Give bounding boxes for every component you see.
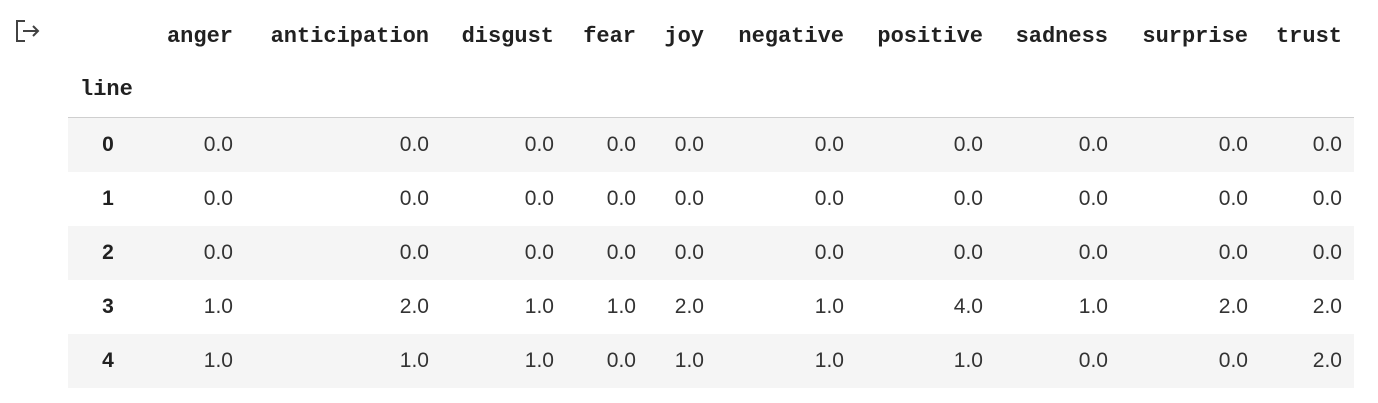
row-index: 0 (102, 133, 114, 156)
table-cell: 1.0 (524, 295, 554, 318)
column-header: anticipation (270, 23, 429, 49)
column-header: positive (877, 23, 983, 49)
table-cell: 0.0 (203, 187, 233, 210)
table-cell: 0.0 (203, 241, 233, 264)
column-header: joy (664, 23, 704, 49)
table-cell: 1.0 (203, 349, 233, 372)
table-cell: 0.0 (814, 133, 844, 156)
table-cell: 0.0 (953, 187, 983, 210)
table-cell: 0.0 (606, 241, 636, 264)
table-cell: 0.0 (399, 187, 429, 210)
table-cell: 4.0 (953, 295, 983, 318)
column-header: disgust (461, 23, 554, 49)
table-cell: 0.0 (1218, 187, 1248, 210)
table-cell: 1.0 (814, 295, 844, 318)
index-header-blank (68, 10, 148, 62)
table-cell: 2.0 (399, 295, 429, 318)
table-cell: 1.0 (953, 349, 983, 372)
table-cell: 1.0 (203, 295, 233, 318)
table-cell: 0.0 (1078, 349, 1108, 372)
table-cell: 2.0 (1218, 295, 1248, 318)
table-cell: 0.0 (1312, 133, 1342, 156)
column-header: fear (583, 23, 636, 49)
column-header: sadness (1015, 23, 1108, 49)
index-name-row: line (68, 62, 1354, 118)
table-cell: 0.0 (674, 241, 704, 264)
table-cell: 0.0 (399, 241, 429, 264)
table-cell: 0.0 (953, 133, 983, 156)
index-name: line (68, 62, 148, 118)
table-cell: 0.0 (953, 241, 983, 264)
table-cell: 0.0 (524, 241, 554, 264)
dataframe-table: anger anticipation disgust fear joy nega… (68, 10, 1354, 388)
column-header-row: anger anticipation disgust fear joy nega… (68, 10, 1354, 62)
table-cell: 0.0 (674, 133, 704, 156)
table-cell: 2.0 (674, 295, 704, 318)
column-header: surprise (1142, 23, 1248, 49)
table-cell: 1.0 (399, 349, 429, 372)
table-cell: 1.0 (606, 295, 636, 318)
table-cell: 0.0 (1078, 133, 1108, 156)
dataframe-output: anger anticipation disgust fear joy nega… (68, 10, 1354, 388)
table-cell: 0.0 (1078, 187, 1108, 210)
table-cell: 1.0 (674, 349, 704, 372)
table-cell: 0.0 (606, 133, 636, 156)
table-cell: 2.0 (1312, 295, 1342, 318)
output-arrow-icon[interactable] (14, 18, 42, 44)
table-cell: 1.0 (524, 349, 554, 372)
table-cell: 0.0 (399, 133, 429, 156)
row-index: 1 (102, 187, 114, 210)
table-cell: 0.0 (203, 133, 233, 156)
table-cell: 0.0 (1312, 187, 1342, 210)
column-header: anger (166, 23, 233, 49)
table-cell: 0.0 (524, 133, 554, 156)
table-cell: 0.0 (524, 187, 554, 210)
table-cell: 1.0 (814, 349, 844, 372)
table-cell: 0.0 (814, 187, 844, 210)
row-index: 3 (102, 295, 114, 318)
row-index: 2 (102, 241, 114, 264)
table-row: 0 0.0 0.0 0.0 0.0 0.0 0.0 0.0 0.0 0.0 0.0 (68, 117, 1354, 172)
table-row: 4 1.0 1.0 1.0 0.0 1.0 1.0 1.0 0.0 0.0 2.0 (68, 334, 1354, 388)
table-cell: 0.0 (674, 187, 704, 210)
table-cell: 0.0 (814, 241, 844, 264)
table-cell: 0.0 (606, 349, 636, 372)
table-cell: 0.0 (1218, 349, 1248, 372)
table-row: 3 1.0 2.0 1.0 1.0 2.0 1.0 4.0 1.0 2.0 2.0 (68, 280, 1354, 334)
table-cell: 0.0 (1078, 241, 1108, 264)
table-cell: 0.0 (1218, 133, 1248, 156)
table-row: 1 0.0 0.0 0.0 0.0 0.0 0.0 0.0 0.0 0.0 0.0 (68, 172, 1354, 226)
table-cell: 2.0 (1312, 349, 1342, 372)
table-cell: 0.0 (1312, 241, 1342, 264)
row-index: 4 (102, 349, 114, 372)
column-header: trust (1275, 23, 1342, 49)
table-body: 0 0.0 0.0 0.0 0.0 0.0 0.0 0.0 0.0 0.0 0.0 1 0.0 0.0 0.… (68, 117, 1354, 388)
table-row: 2 0.0 0.0 0.0 0.0 0.0 0.0 0.0 0.0 0.0 0.0 (68, 226, 1354, 280)
table-cell: 0.0 (1218, 241, 1248, 264)
table-cell: 1.0 (1078, 295, 1108, 318)
table-cell: 0.0 (606, 187, 636, 210)
column-header: negative (738, 23, 844, 49)
